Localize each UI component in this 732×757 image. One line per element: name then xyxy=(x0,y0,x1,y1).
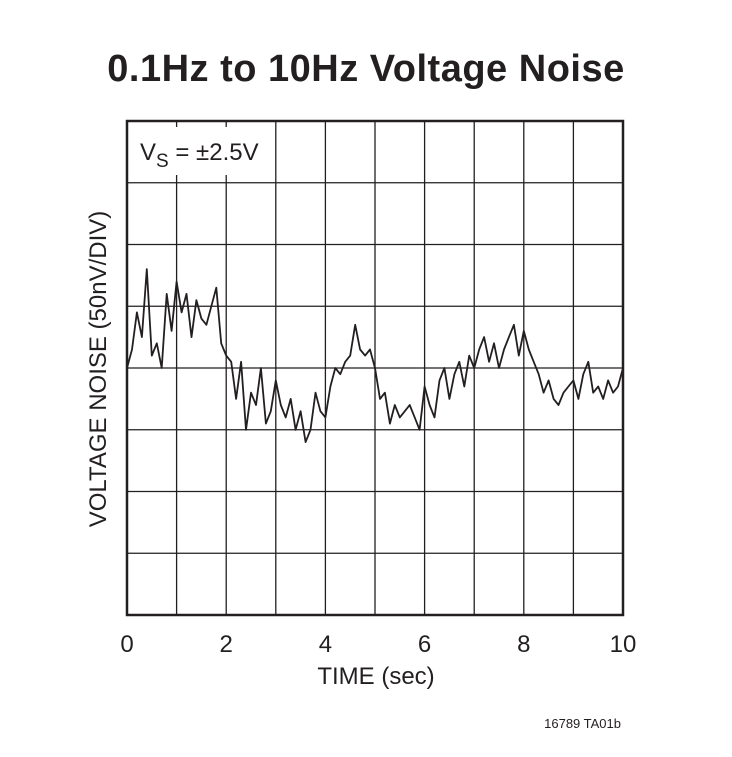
x-axis-label: TIME (sec) xyxy=(317,663,434,690)
grid xyxy=(127,121,623,615)
x-tick-label: 0 xyxy=(120,631,133,658)
annotation-main: V xyxy=(140,139,156,166)
x-tick-label: 8 xyxy=(517,631,530,658)
series-layer xyxy=(126,268,624,444)
y-axis-label: VOLTAGE NOISE (50nV/DIV) xyxy=(85,211,112,528)
noise-trace xyxy=(126,268,624,444)
annotation-subscript: S xyxy=(156,151,169,172)
annotation-value: = ±2.5V xyxy=(169,139,259,166)
supply-annotation: VS = ±2.5V xyxy=(140,139,259,172)
x-tick-labels: 0 2 4 6 8 10 xyxy=(120,631,636,658)
x-tick-label: 2 xyxy=(220,631,233,658)
x-tick-label: 4 xyxy=(319,631,332,658)
annotation-background xyxy=(132,127,260,175)
x-tick-label: 10 xyxy=(610,631,637,658)
x-tick-label: 6 xyxy=(418,631,431,658)
figure-reference: 16789 TA01b xyxy=(544,716,621,731)
chart-title: 0.1Hz to 10Hz Voltage Noise xyxy=(107,48,625,90)
